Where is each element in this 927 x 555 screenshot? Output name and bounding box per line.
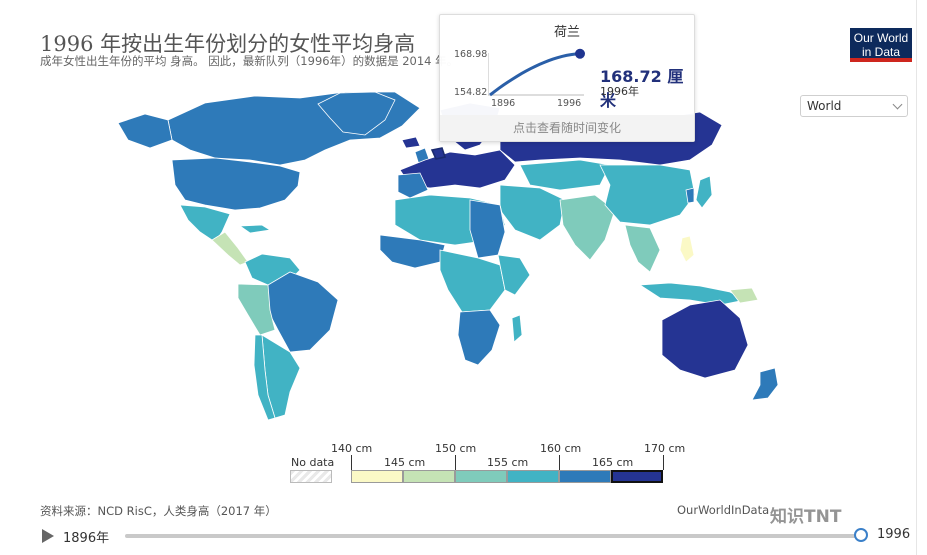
country-chile[interactable]: [253, 334, 276, 421]
logo-line-2: in Data: [861, 45, 901, 59]
tooltip-country: 荷兰: [553, 25, 580, 40]
page-subtitle: 成年女性出生年份的平均 身高。 因此，最新队列（1996年）的数据是 2014 …: [40, 54, 459, 68]
country-tooltip: 荷兰 168.98 154.82 1896 1996 168.72 厘米 199…: [439, 14, 695, 142]
country-japan[interactable]: [695, 175, 713, 209]
legend-bin-150-155[interactable]: [455, 470, 507, 483]
country-china-mongolia[interactable]: [599, 164, 696, 226]
country-brazil[interactable]: [264, 271, 339, 353]
legend-tick-140: 140 cm: [331, 442, 373, 455]
country-west-africa[interactable]: [379, 234, 446, 269]
legend-tick-145: 145 cm: [384, 456, 426, 469]
country-middle-east[interactable]: [499, 184, 566, 241]
region-select[interactable]: World: [800, 95, 908, 117]
country-new-zealand[interactable]: [751, 367, 779, 401]
legend-no-data-swatch[interactable]: [290, 470, 332, 483]
legend-bin-155-160[interactable]: [507, 470, 559, 483]
country-australia[interactable]: [661, 299, 749, 379]
sparkline-endpoint: [575, 48, 585, 59]
legend-no-data-label: No data: [291, 456, 335, 469]
legend-tick-150: 150 cm: [435, 442, 477, 455]
country-southeast-asia[interactable]: [624, 224, 661, 273]
country-usa[interactable]: [171, 157, 301, 211]
legend-tick-165: 165 cm: [592, 456, 634, 469]
legend-tick-mark: [351, 455, 352, 470]
legend-bin-165-170[interactable]: [611, 470, 663, 483]
tooltip-value: 168.72 厘米: [600, 67, 684, 110]
legend-bin-145-150[interactable]: [403, 470, 455, 483]
country-indonesia[interactable]: [638, 282, 747, 306]
tooltip-x-end: 1996: [557, 98, 582, 109]
country-iberia[interactable]: [397, 172, 429, 199]
country-greenland[interactable]: [317, 91, 396, 136]
country-iceland[interactable]: [401, 136, 421, 149]
tooltip-sparkline: [488, 48, 585, 97]
country-east-africa[interactable]: [497, 254, 531, 296]
legend-tick-mark: [663, 455, 664, 470]
country-korea[interactable]: [685, 187, 695, 204]
country-papua[interactable]: [729, 287, 759, 304]
frame-border: [916, 0, 917, 555]
tooltip-x-start: 1896: [491, 98, 516, 109]
legend-bin-160-165[interactable]: [559, 470, 611, 483]
watermark-text: 知识TNT: [770, 507, 842, 527]
country-caribbean[interactable]: [238, 224, 272, 234]
country-kazakhstan[interactable]: [519, 159, 611, 191]
page-title: 1996 年按出生年份划分的女性平均身高: [40, 32, 416, 56]
country-central-africa[interactable]: [439, 249, 506, 313]
tooltip-y-min: 154.82: [454, 87, 488, 98]
tooltip-hint[interactable]: 点击查看随时间变化: [440, 115, 694, 141]
country-egypt-sudan[interactable]: [469, 199, 506, 259]
legend-tick-mark: [455, 455, 456, 470]
source-note[interactable]: 资料来源：NCD RisC，人类身高（2017 年）: [40, 504, 277, 518]
country-netherlands[interactable]: [430, 147, 447, 160]
country-philippines[interactable]: [679, 235, 695, 263]
region-select-value: World: [807, 99, 842, 113]
legend-tick-160: 160 cm: [540, 442, 582, 455]
credit-link[interactable]: OurWorldInData: [677, 503, 770, 517]
timeline-slider-handle[interactable]: [854, 528, 868, 542]
country-peru-bolivia[interactable]: [237, 283, 276, 336]
timeline-end-label: 1996: [877, 527, 911, 542]
country-central-america[interactable]: [211, 231, 249, 266]
tooltip-y-max: 168.98: [454, 49, 488, 60]
legend-tick-155: 155 cm: [487, 456, 529, 469]
country-southern-africa[interactable]: [457, 309, 501, 366]
timeline-start-label: 1896年: [63, 531, 110, 546]
timeline-slider-track[interactable]: [125, 534, 861, 538]
legend-tick-170: 170 cm: [644, 442, 686, 455]
country-madagascar[interactable]: [511, 314, 523, 343]
country-south-asia[interactable]: [559, 194, 616, 261]
legend-bin-140-145[interactable]: [351, 470, 403, 483]
logo-line-1: Our World: [853, 31, 909, 45]
country-alaska[interactable]: [117, 113, 173, 149]
sparkline-series: [489, 52, 581, 97]
owid-logo[interactable]: Our World in Data: [850, 28, 912, 62]
legend-tick-mark: [559, 455, 560, 470]
play-icon[interactable]: [42, 529, 54, 543]
tooltip-year: 1996年: [600, 85, 639, 98]
